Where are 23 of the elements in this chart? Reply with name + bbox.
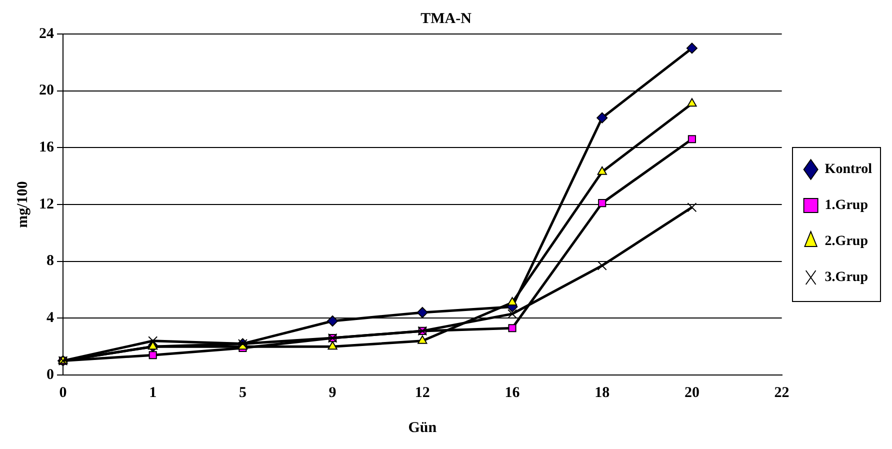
x-axis-title: Gün — [408, 420, 438, 436]
y-tick-label: 8 — [46, 253, 54, 270]
y-tick-label: 16 — [39, 140, 54, 156]
x-tick-label: 1 — [149, 384, 157, 401]
x-tick-label: 22 — [774, 384, 790, 401]
x-tick-label: 20 — [684, 384, 700, 401]
legend-label: 2.Grup — [824, 234, 868, 250]
x-tick-label: 0 — [59, 384, 67, 401]
legend-label: 1.Grup — [824, 198, 868, 214]
y-tick-label: 24 — [39, 26, 54, 42]
y-tick-label: 12 — [39, 196, 54, 212]
y-axis-title: mg/100 — [14, 181, 31, 228]
y-tick-label: 20 — [39, 82, 54, 99]
x-tick-label: 12 — [414, 384, 430, 401]
y-tick-label: 0 — [46, 366, 54, 383]
x-tick-label: 9 — [328, 384, 336, 401]
legend-label: Kontrol — [824, 162, 872, 178]
chart-title: TMA-N — [420, 10, 472, 27]
y-tick-label: 4 — [46, 310, 54, 326]
x-tick-label: 5 — [238, 384, 246, 401]
legend-label: 3.Grup — [824, 270, 868, 286]
x-tick-label: 16 — [504, 384, 520, 401]
x-tick-label: 18 — [594, 384, 610, 401]
